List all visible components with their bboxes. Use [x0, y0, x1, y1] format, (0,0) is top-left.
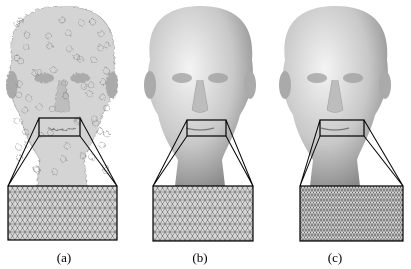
head-render — [144, 6, 256, 186]
eye — [70, 73, 90, 83]
zoom-line — [226, 120, 253, 186]
eye — [172, 73, 192, 83]
ear — [279, 71, 291, 99]
eye — [343, 73, 363, 83]
ear — [379, 71, 391, 99]
zoom-line — [226, 136, 253, 186]
inset-mesh — [300, 186, 403, 241]
inset-mesh — [153, 186, 253, 241]
figure: (a) (b) (c) — [0, 0, 411, 269]
ear — [106, 71, 118, 99]
panels — [6, 6, 403, 241]
panel-label: (c) — [328, 250, 342, 265]
panel-label: (b) — [192, 250, 207, 265]
ear — [6, 71, 18, 99]
zoom-line — [364, 136, 403, 186]
eye — [307, 73, 327, 83]
surface-noise — [16, 144, 22, 150]
surface-noise — [104, 131, 110, 137]
zoom-line — [8, 136, 39, 186]
inset-mesh — [8, 186, 117, 240]
ear — [144, 71, 156, 99]
eye — [208, 73, 228, 83]
head-render — [279, 6, 391, 186]
ear — [244, 71, 256, 99]
surface-noise — [97, 128, 103, 134]
head-render — [6, 6, 118, 186]
panel-label: (a) — [57, 250, 71, 265]
zoom-line — [364, 120, 403, 186]
surface-noise — [99, 142, 105, 148]
surface-noise — [14, 118, 20, 124]
surface-noise — [33, 166, 39, 172]
